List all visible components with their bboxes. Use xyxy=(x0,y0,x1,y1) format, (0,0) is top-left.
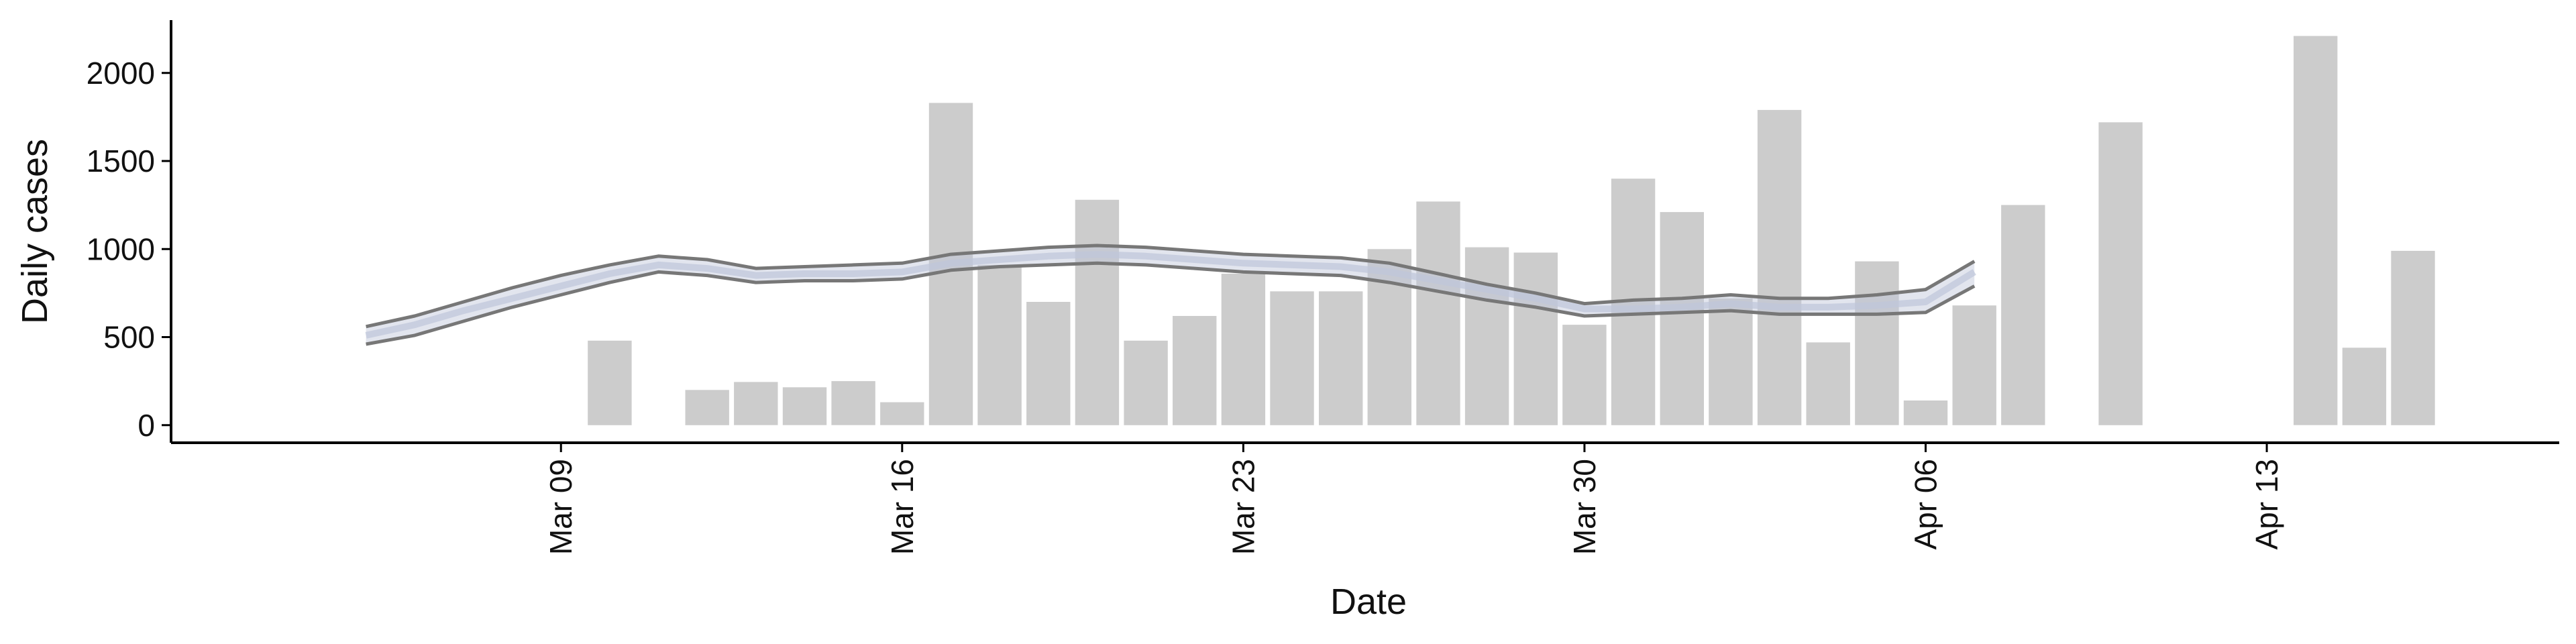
bars-layer xyxy=(588,36,2435,425)
axes-layer: 0 500 1000 1500 2000 Mar 09 Mar 16 Mar 23 Mar 30… xyxy=(87,20,2559,555)
x-axis-title: Date xyxy=(1330,582,1407,622)
bar xyxy=(1026,302,1071,425)
bar xyxy=(1806,342,1850,425)
y-tick-label: 2000 xyxy=(87,56,155,91)
bar xyxy=(2391,250,2435,425)
y-axis-title: Daily cases xyxy=(15,139,55,324)
bar xyxy=(1173,316,1217,425)
x-tick-label: Mar 09 xyxy=(543,459,578,555)
bar xyxy=(1416,201,1460,425)
bar xyxy=(2098,122,2143,425)
bar xyxy=(1075,199,1120,425)
bar xyxy=(880,402,924,425)
bar xyxy=(782,387,827,425)
bar xyxy=(2342,347,2387,425)
bar xyxy=(1513,252,1558,425)
bar xyxy=(2294,36,2338,425)
bar xyxy=(977,264,1022,425)
bar xyxy=(1270,291,1314,425)
bar xyxy=(1124,340,1168,425)
estimate-median-line xyxy=(365,251,1976,339)
bar xyxy=(588,340,632,425)
x-tick-label: Apr 13 xyxy=(2249,459,2284,550)
x-tick-label: Mar 16 xyxy=(885,459,920,555)
y-tick-label: 0 xyxy=(138,408,155,443)
bar xyxy=(1709,298,1753,425)
bar xyxy=(1660,212,1704,425)
bar xyxy=(1367,249,1411,425)
estimate-band-layer xyxy=(365,244,1976,346)
bar xyxy=(734,382,778,425)
estimate-band xyxy=(366,246,1975,344)
bar xyxy=(1903,400,1948,425)
y-tick-label: 1000 xyxy=(87,231,155,266)
bar xyxy=(685,390,729,425)
estimate-lower-line xyxy=(366,261,1976,346)
x-tick-label: Mar 23 xyxy=(1226,459,1260,555)
y-tick-label: 1500 xyxy=(87,144,155,178)
bar xyxy=(1855,261,1899,425)
bar xyxy=(1757,109,1802,425)
bar xyxy=(1464,247,1509,425)
bar xyxy=(2001,205,2045,425)
x-tick-label: Apr 06 xyxy=(1909,459,1943,550)
bar xyxy=(1952,305,1996,425)
bar xyxy=(1319,291,1363,425)
x-tick-label: Mar 30 xyxy=(1567,459,1602,555)
estimate-upper-line xyxy=(366,244,1976,329)
y-tick-label: 500 xyxy=(103,320,155,355)
bar xyxy=(831,381,875,425)
bar xyxy=(1562,325,1607,425)
bar xyxy=(1221,274,1266,425)
